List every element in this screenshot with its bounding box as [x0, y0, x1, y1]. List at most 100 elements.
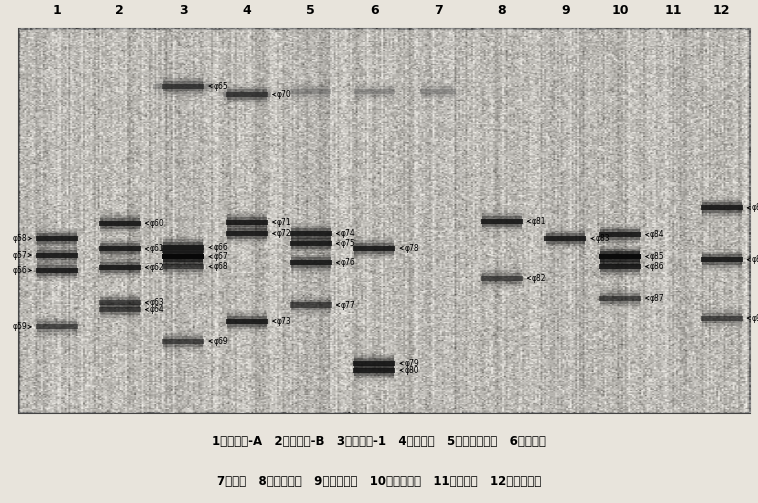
Bar — [37, 316, 77, 338]
Bar — [291, 258, 330, 268]
Text: 5: 5 — [306, 4, 315, 17]
Bar — [600, 227, 640, 242]
Bar — [99, 307, 141, 312]
Bar — [702, 310, 741, 326]
Bar — [600, 248, 640, 265]
Bar — [356, 86, 393, 97]
Bar — [159, 29, 207, 413]
Bar — [99, 300, 141, 305]
Bar — [291, 252, 330, 274]
Bar — [599, 232, 641, 237]
Bar — [153, 83, 214, 89]
Bar — [599, 264, 641, 269]
Bar — [162, 254, 205, 259]
Bar — [164, 330, 203, 352]
Bar — [600, 251, 640, 262]
Bar — [600, 224, 640, 245]
Bar — [649, 29, 697, 413]
Bar — [223, 92, 271, 97]
Bar — [100, 304, 139, 315]
Text: φ66: φ66 — [209, 243, 228, 252]
Bar — [227, 87, 267, 103]
Bar — [702, 313, 741, 323]
Bar — [600, 293, 640, 303]
Text: φ62: φ62 — [146, 263, 164, 272]
Bar — [164, 248, 203, 265]
Bar — [37, 247, 77, 263]
Bar — [37, 233, 77, 244]
Bar — [164, 259, 203, 275]
Bar — [600, 287, 640, 309]
Bar — [164, 242, 203, 258]
Bar — [227, 89, 267, 100]
Bar — [596, 29, 644, 413]
Bar — [541, 29, 590, 413]
Bar — [224, 89, 271, 100]
Bar — [546, 228, 585, 249]
Bar — [356, 80, 393, 102]
Bar — [99, 246, 141, 252]
Text: φ68: φ68 — [209, 262, 228, 271]
Bar — [481, 219, 523, 224]
Bar — [478, 29, 526, 413]
Text: φ81: φ81 — [528, 217, 547, 226]
Bar — [33, 29, 80, 413]
Bar — [164, 242, 203, 253]
Bar — [100, 241, 139, 257]
Bar — [421, 83, 456, 100]
Bar — [355, 358, 394, 369]
Bar — [482, 267, 522, 289]
Bar — [355, 360, 394, 381]
Bar — [420, 89, 456, 94]
Bar — [599, 254, 641, 259]
Bar — [600, 259, 640, 275]
Text: 11: 11 — [664, 4, 682, 17]
Bar — [291, 255, 330, 271]
Bar — [164, 80, 203, 92]
Bar — [100, 260, 139, 275]
Bar — [414, 29, 462, 413]
Bar — [164, 248, 203, 265]
Bar — [164, 333, 203, 349]
Text: φ77: φ77 — [337, 300, 356, 309]
Bar — [291, 300, 330, 310]
Bar — [155, 78, 212, 94]
Bar — [162, 247, 205, 253]
Bar — [100, 295, 139, 311]
Bar — [600, 290, 640, 306]
Bar — [99, 221, 141, 226]
Bar — [226, 231, 268, 236]
Text: φ58: φ58 — [12, 234, 31, 243]
Bar — [100, 218, 139, 229]
Bar — [37, 319, 77, 335]
Text: φ57: φ57 — [12, 250, 31, 260]
Text: φ71: φ71 — [273, 217, 292, 226]
Bar — [162, 339, 205, 344]
Bar — [36, 324, 78, 329]
Bar — [227, 310, 267, 332]
Bar — [544, 236, 587, 241]
Bar — [291, 235, 330, 252]
Bar — [100, 302, 139, 317]
Bar — [356, 83, 393, 100]
Text: φ80: φ80 — [400, 366, 419, 375]
Bar — [600, 246, 640, 268]
Bar — [100, 262, 139, 273]
Bar — [100, 297, 139, 308]
Bar — [291, 228, 330, 239]
Text: φ89: φ89 — [747, 255, 758, 264]
Bar — [37, 228, 77, 249]
Text: 6: 6 — [370, 4, 379, 17]
Bar — [700, 315, 743, 320]
Bar — [702, 197, 741, 219]
Bar — [353, 361, 396, 366]
Bar — [292, 83, 330, 100]
Bar — [164, 75, 203, 97]
Bar — [482, 270, 522, 286]
Text: φ61: φ61 — [146, 244, 164, 254]
Bar — [291, 297, 330, 313]
Bar — [96, 29, 143, 413]
Bar — [702, 252, 741, 268]
Bar — [481, 276, 523, 281]
Bar — [291, 294, 330, 316]
